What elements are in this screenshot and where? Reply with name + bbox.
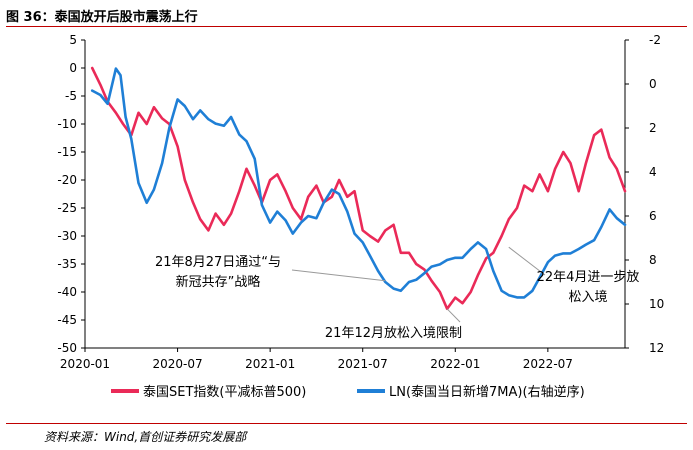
x-tick-label: 2021-01 [245, 357, 295, 371]
title-rule [6, 26, 687, 27]
left-tick-label: 0 [69, 61, 77, 75]
legend-label-ln: LN(泰国当日新增7MA)(右轴逆序) [389, 384, 585, 400]
left-tick-label: -30 [57, 229, 77, 243]
right-tick-label: 8 [649, 253, 657, 267]
source-note: 资料来源：Wind,首创证券研究发展部 [44, 430, 247, 444]
annotation-leader-line [446, 308, 461, 323]
left-tick-label: -35 [57, 257, 77, 271]
x-tick-label: 2020-07 [153, 357, 203, 371]
right-tick-label: 4 [649, 165, 657, 179]
left-tick-label: -45 [57, 313, 77, 327]
annotation-text: 21年12月放松入境限制 [325, 326, 462, 341]
left-tick-label: -10 [57, 117, 77, 131]
ln-cases-line [90, 67, 627, 299]
x-tick-label: 2022-01 [430, 357, 480, 371]
right-tick-label: 12 [649, 341, 664, 355]
annotation-text: 22年4月进一步放 [537, 270, 640, 285]
legend-label-set: 泰国SET指数(平减标普500) [143, 385, 306, 400]
annotation-text: 新冠共存”战略 [176, 274, 261, 290]
left-tick-label: -15 [57, 145, 77, 159]
annotation-leader-line [291, 269, 386, 282]
set-index-line [90, 66, 627, 311]
left-tick-label: -40 [57, 285, 77, 299]
left-tick-label: -25 [57, 201, 77, 215]
right-tick-label: 2 [649, 121, 657, 135]
figure-title: 图 36：泰国放开后股市震荡上行 [6, 10, 198, 25]
left-tick-label: 5 [69, 33, 77, 47]
x-tick-label: 2021-07 [338, 357, 388, 371]
left-tick-label: -5 [65, 89, 77, 103]
right-tick-label: -2 [649, 33, 661, 47]
annotation-text: 21年8月27日通过“与 [155, 255, 281, 270]
right-tick-label: 10 [649, 297, 664, 311]
right-tick-label: 6 [649, 209, 657, 223]
annotation-leader-line [508, 246, 546, 276]
x-tick-label: 2020-01 [60, 357, 110, 371]
left-tick-label: -20 [57, 173, 77, 187]
right-tick-label: 0 [649, 77, 657, 91]
left-tick-label: -50 [57, 341, 77, 355]
x-tick-label: 2022-07 [523, 357, 573, 371]
annotation-text: 松入境 [568, 290, 607, 305]
source-rule [6, 423, 687, 424]
